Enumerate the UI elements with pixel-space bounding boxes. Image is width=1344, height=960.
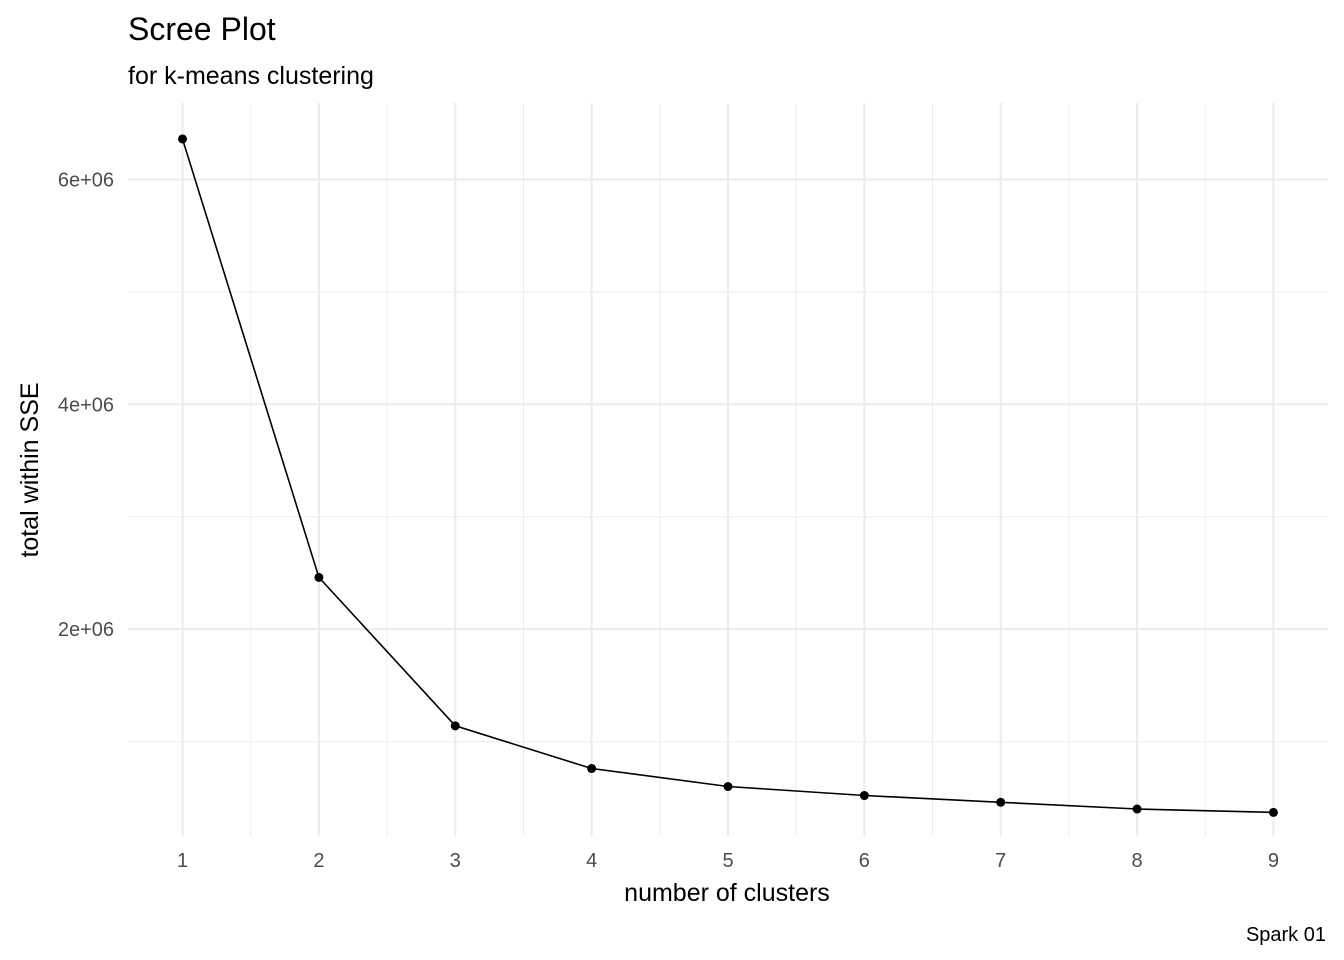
- x-tick-label: 1: [177, 850, 188, 872]
- x-tick-label: 2: [313, 850, 324, 872]
- data-point-k7: [996, 797, 1006, 807]
- x-tick-label: 5: [722, 850, 733, 872]
- data-point-k2: [314, 572, 324, 582]
- y-tick-label: 2e+06: [58, 619, 114, 641]
- data-point-k3: [450, 721, 460, 731]
- x-tick-label: 3: [450, 850, 461, 872]
- data-point-k1: [178, 134, 188, 144]
- y-tick-label: 4e+06: [58, 394, 114, 416]
- data-point-k9: [1268, 807, 1278, 817]
- y-axis-title: total within SSE: [16, 382, 44, 557]
- x-tick-label: 9: [1268, 850, 1279, 872]
- data-point-k8: [1132, 804, 1142, 814]
- series-layer: [178, 134, 1278, 817]
- grid-layer: [128, 103, 1328, 836]
- x-tick-label: 8: [1132, 850, 1143, 872]
- data-point-k6: [859, 791, 869, 801]
- chart-subtitle: for k-means clustering: [128, 62, 374, 90]
- chart-title: Scree Plot: [128, 11, 276, 47]
- chart-caption: Spark 01: [1246, 924, 1326, 946]
- x-tick-label: 7: [995, 850, 1006, 872]
- x-tick-label: 4: [586, 850, 597, 872]
- data-point-k5: [723, 782, 733, 792]
- tick-label-layer: 1 2 3 4 5 6 7 8 9 2e+06 4e+06 6e+06: [58, 169, 1279, 872]
- x-axis-title: number of clusters: [624, 879, 830, 907]
- data-point-k4: [587, 764, 597, 774]
- y-tick-label: 6e+06: [58, 169, 114, 191]
- x-tick-label: 6: [859, 850, 870, 872]
